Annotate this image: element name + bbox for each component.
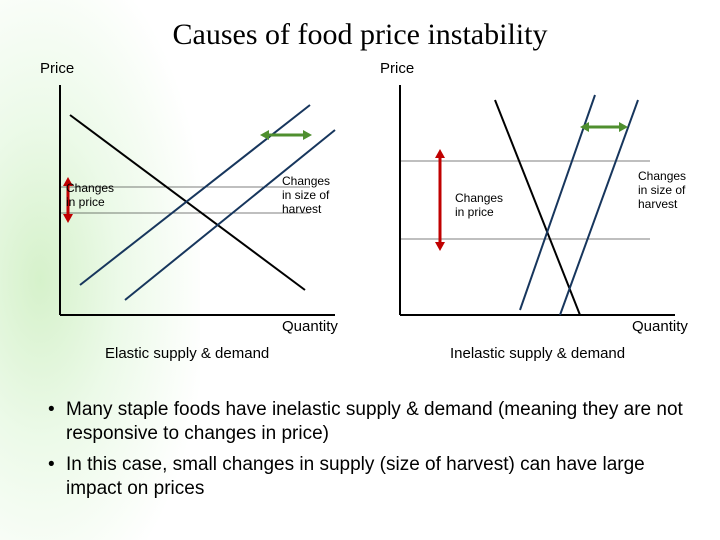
page-title: Causes of food price instability bbox=[0, 18, 720, 52]
bullet-dot-icon: • bbox=[48, 453, 66, 477]
list-item: • In this case, small changes in supply … bbox=[48, 453, 688, 502]
bullet-text: Many staple foods have inelastic supply … bbox=[66, 398, 688, 447]
right-chart-caption: Inelastic supply & demand bbox=[450, 345, 625, 362]
right-chart bbox=[380, 75, 680, 335]
left-chart-caption: Elastic supply & demand bbox=[105, 345, 269, 362]
list-item: • Many staple foods have inelastic suppl… bbox=[48, 398, 688, 447]
right-annot-harvest: Changes in size of harvest bbox=[638, 170, 686, 211]
bullet-text: In this case, small changes in supply (s… bbox=[66, 453, 688, 502]
right-annot-price: Changes in price bbox=[455, 192, 503, 220]
left-annot-harvest: Changes in size of harvest bbox=[282, 175, 330, 216]
bullet-dot-icon: • bbox=[48, 398, 66, 422]
right-x-axis-label: Quantity bbox=[632, 318, 688, 335]
left-annot-price: Changes in price bbox=[66, 182, 114, 210]
left-x-axis-label: Quantity bbox=[282, 318, 338, 335]
bullet-list: • Many staple foods have inelastic suppl… bbox=[48, 398, 688, 507]
